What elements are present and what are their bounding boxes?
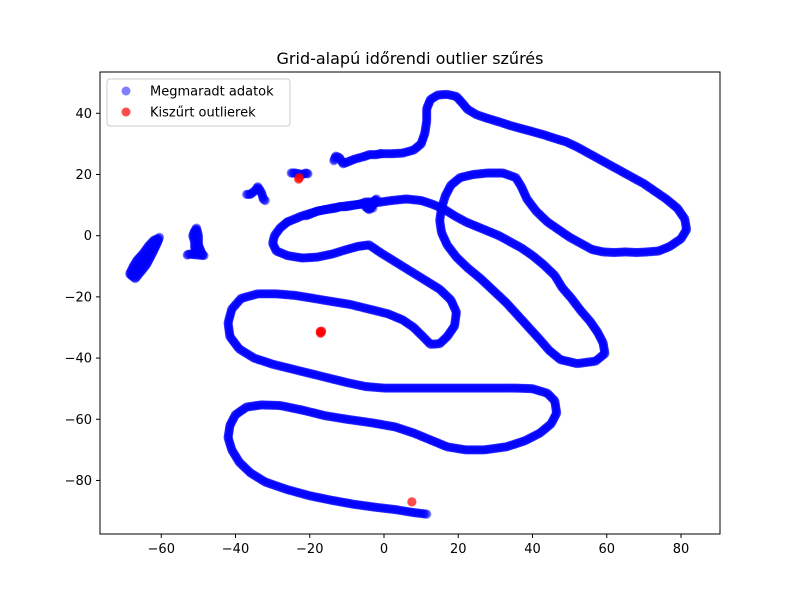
legend-label-outliers: Kiszűrt outlierek xyxy=(150,106,256,121)
retained-point xyxy=(260,195,270,206)
outlier-point xyxy=(294,172,304,183)
x-tick-label: 40 xyxy=(524,542,541,557)
x-tick-label: −20 xyxy=(296,542,323,557)
y-tick-label: −40 xyxy=(65,352,92,367)
outlier-points-layer xyxy=(294,172,417,507)
y-axis: −80 −60 −40 −20 0 20 40 xyxy=(65,107,100,489)
retained-point xyxy=(303,169,313,179)
chart-title: Grid-alapú időrendi outlier szűrés xyxy=(277,49,544,68)
retained-point xyxy=(368,203,378,213)
retained-point xyxy=(182,250,192,260)
legend-box xyxy=(106,78,291,127)
y-tick-label: −20 xyxy=(65,290,92,305)
x-tick-label: 60 xyxy=(598,542,615,557)
legend-marker-retained xyxy=(121,86,131,96)
x-tick-label: −40 xyxy=(222,542,249,557)
outlier-point xyxy=(315,328,326,338)
y-tick-label: 20 xyxy=(75,168,92,183)
y-tick-label: 0 xyxy=(84,229,92,244)
y-tick-label: −80 xyxy=(65,474,92,489)
x-tick-label: −60 xyxy=(148,542,175,557)
retained-point xyxy=(375,149,385,159)
y-tick-label: 40 xyxy=(75,107,92,122)
retained-points-layer xyxy=(125,89,692,519)
x-tick-label: 20 xyxy=(450,542,467,557)
x-tick-label: 80 xyxy=(673,542,690,557)
outlier-point xyxy=(407,497,417,507)
legend: Megmaradt adatok Kiszűrt outlierek xyxy=(106,78,291,127)
y-tick-label: −60 xyxy=(65,413,92,428)
x-axis: −60 −40 −20 0 20 40 60 80 xyxy=(148,534,690,557)
retained-point xyxy=(154,232,164,242)
x-tick-label: 0 xyxy=(380,542,388,557)
legend-label-retained: Megmaradt adatok xyxy=(150,85,274,100)
legend-marker-outliers xyxy=(121,107,131,117)
plot-frame xyxy=(99,71,721,535)
